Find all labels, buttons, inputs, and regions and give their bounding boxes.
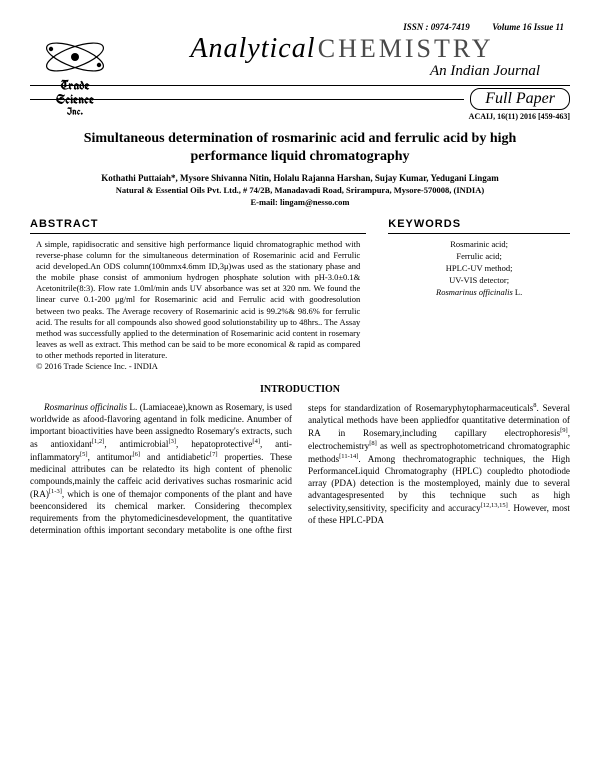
affiliation: Natural & Essential Oils Pvt. Ltd., # 74… [44, 185, 556, 196]
abstract-body: A simple, rapidisocratic and sensitive h… [36, 239, 360, 359]
ref5: [6] [132, 451, 140, 458]
body-text: Rosmarinus officinalis L. (Lamiaceae),kn… [30, 402, 570, 537]
species-name: Rosmarinus officinalis [44, 402, 127, 412]
journal-word2: CHEMISTRY [318, 34, 494, 63]
ref2: [3] [168, 438, 176, 445]
abstract-column: ABSTRACT A simple, rapidisocratic and se… [30, 218, 366, 372]
masthead: ISSN : 0974-7419 Volume 16 Issue 11 Trad… [30, 22, 570, 120]
ref4: [5] [80, 451, 88, 458]
ref6: [7] [210, 451, 218, 458]
t6: and antidiabetic [140, 452, 210, 462]
kw2: Ferrulic acid; [456, 251, 502, 261]
journal-subtitle: An Indian Journal [114, 62, 570, 81]
publisher-logo: Trade Science Inc. [30, 34, 120, 117]
ref7: [1-3] [49, 488, 62, 495]
kw1: Rosmarinic acid; [450, 239, 508, 249]
keywords-column: KEYWORDS Rosmarinic acid; Ferrulic acid;… [388, 218, 570, 372]
kw5-italic: Rosmarinus officinalis [436, 287, 513, 297]
keywords-heading: KEYWORDS [388, 218, 570, 235]
t3: , hepatoprotective [176, 439, 252, 449]
kw4: UV-VIS detector; [449, 275, 509, 285]
ref1: [1,2] [92, 438, 104, 445]
keywords-list: Rosmarinic acid; Ferrulic acid; HPLC-UV … [388, 239, 570, 298]
ref3: [4] [252, 438, 260, 445]
abstract-text: A simple, rapidisocratic and sensitive h… [30, 239, 366, 372]
volume: Volume 16 Issue 11 [492, 22, 564, 32]
kw3: HPLC-UV method; [446, 263, 513, 273]
abstract-keywords-row: ABSTRACT A simple, rapidisocratic and se… [30, 218, 570, 372]
paper-type-badge: Full Paper [470, 88, 570, 110]
introduction-heading: INTRODUCTION [30, 384, 570, 397]
atom-icon [40, 34, 110, 80]
intro-paragraph: Rosmarinus officinalis L. (Lamiaceae),kn… [30, 402, 570, 537]
copyright: © 2016 Trade Science Inc. - INDIA [36, 361, 158, 371]
publisher-name: Trade Science Inc. [30, 79, 120, 117]
paper-title: Simultaneous determination of rosmarinic… [44, 130, 556, 165]
ref9: [9] [560, 427, 568, 434]
t2: , antimicrobial [104, 439, 168, 449]
ref12: [12,13,15] [481, 502, 508, 509]
ref10: [8] [369, 440, 377, 447]
kw5-tail: L. [513, 287, 522, 297]
authors: Kothathi Puttaiah*, Mysore Shivanna Niti… [44, 173, 556, 184]
abstract-heading: ABSTRACT [30, 218, 366, 235]
logo-line3: Inc. [30, 107, 120, 118]
ref11: [11-14] [339, 453, 358, 460]
email: E-mail: lingam@nesso.com [44, 197, 556, 208]
title-block: Simultaneous determination of rosmarinic… [44, 130, 556, 208]
t5: , antitumor [88, 452, 133, 462]
journal-word1: Analytical [190, 33, 315, 64]
